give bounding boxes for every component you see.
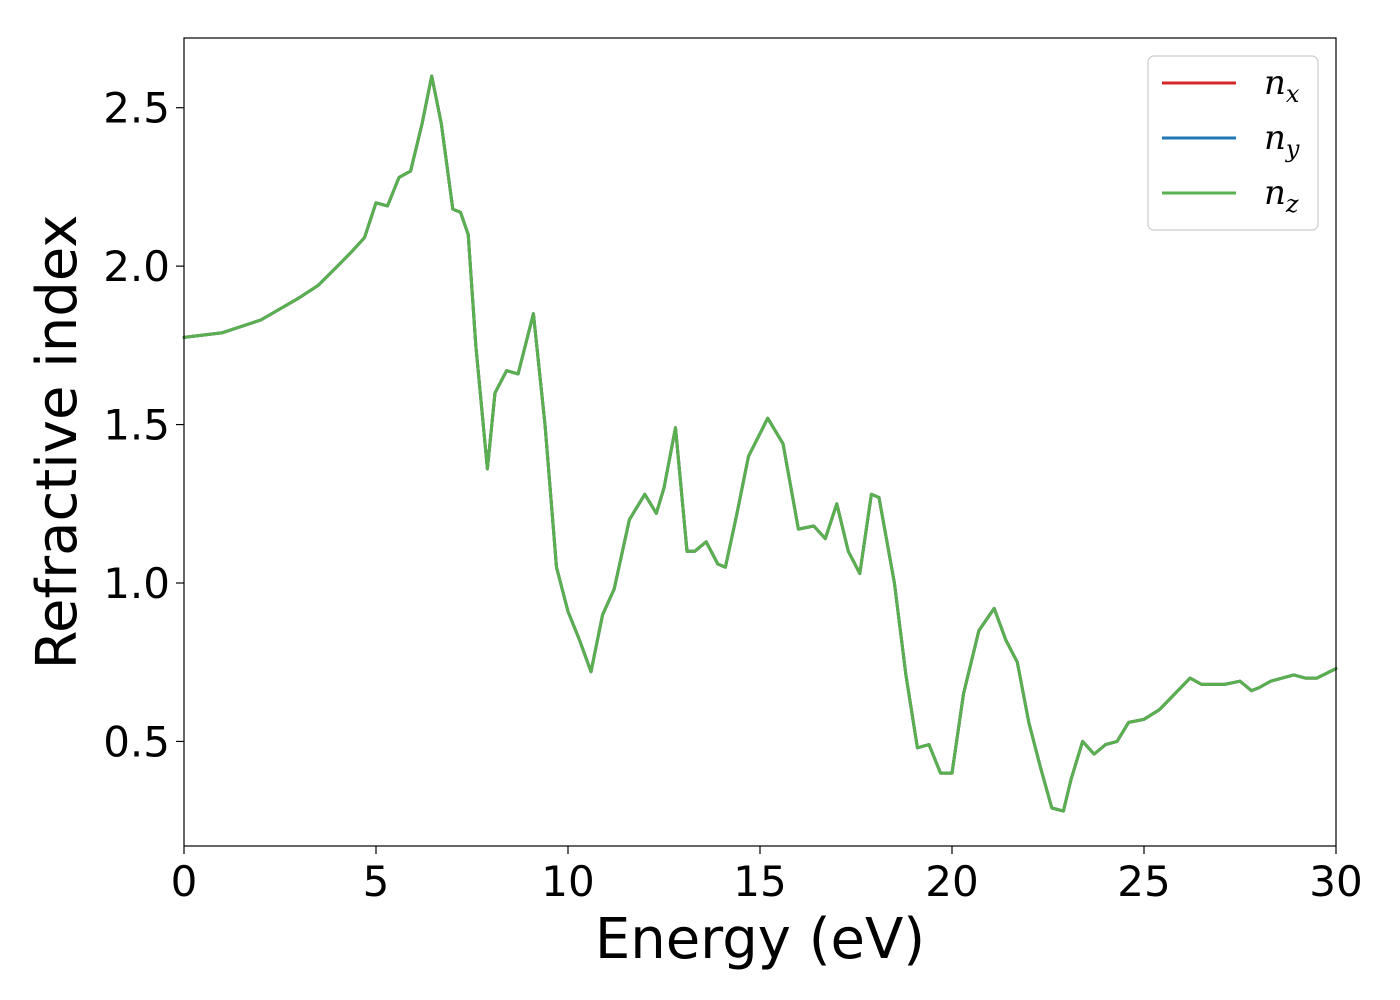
legend-label-z: nz [1264,173,1299,218]
series-line-n-z [182,74,1338,813]
legend-box [1147,55,1319,231]
y-axis-title: Refractive index [25,215,90,670]
x-tick-label: 30 [1309,857,1362,906]
legend-label-y: ny [1264,118,1300,163]
legend: nx ny nz [1147,55,1319,231]
y-tick-label: 1.0 [103,559,170,608]
x-tick-label: 15 [733,857,786,906]
y-tick-label: 2.0 [103,242,170,291]
y-axis-ticks: 0.5 1.0 1.5 2.0 2.5 [103,84,184,766]
legend-label-x: nx [1264,63,1300,108]
plot-area [184,38,1336,846]
y-tick-label: 2.5 [103,84,170,133]
x-tick-label: 25 [1117,857,1170,906]
x-tick-label: 5 [363,857,390,906]
x-tick-label: 0 [171,857,198,906]
x-axis-title: Energy (eV) [595,907,925,972]
y-tick-label: 0.5 [103,717,170,766]
x-tick-label: 10 [541,857,594,906]
y-tick-label: 1.5 [103,401,170,450]
series-layer [182,74,1338,813]
x-tick-label: 20 [925,857,978,906]
x-axis-ticks: 0 5 10 15 20 25 30 [171,846,1363,906]
